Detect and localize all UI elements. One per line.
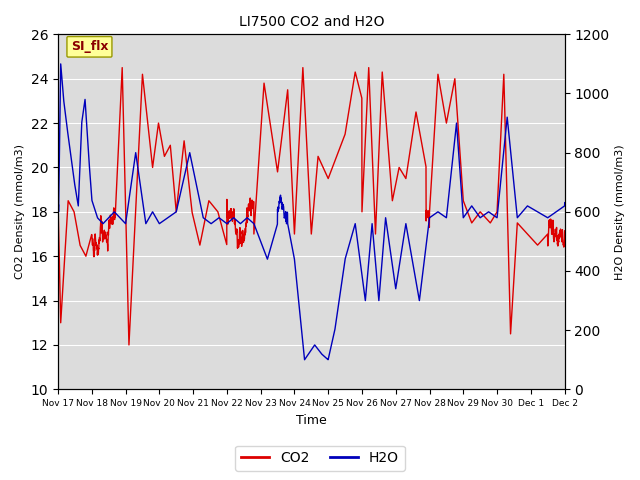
- X-axis label: Time: Time: [296, 414, 326, 427]
- Title: LI7500 CO2 and H2O: LI7500 CO2 and H2O: [239, 15, 384, 29]
- Text: SI_flx: SI_flx: [70, 40, 108, 53]
- Legend: CO2, H2O: CO2, H2O: [236, 445, 404, 471]
- Y-axis label: CO2 Density (mmol/m3): CO2 Density (mmol/m3): [15, 144, 25, 279]
- Y-axis label: H2O Density (mmol/m3): H2O Density (mmol/m3): [615, 144, 625, 280]
